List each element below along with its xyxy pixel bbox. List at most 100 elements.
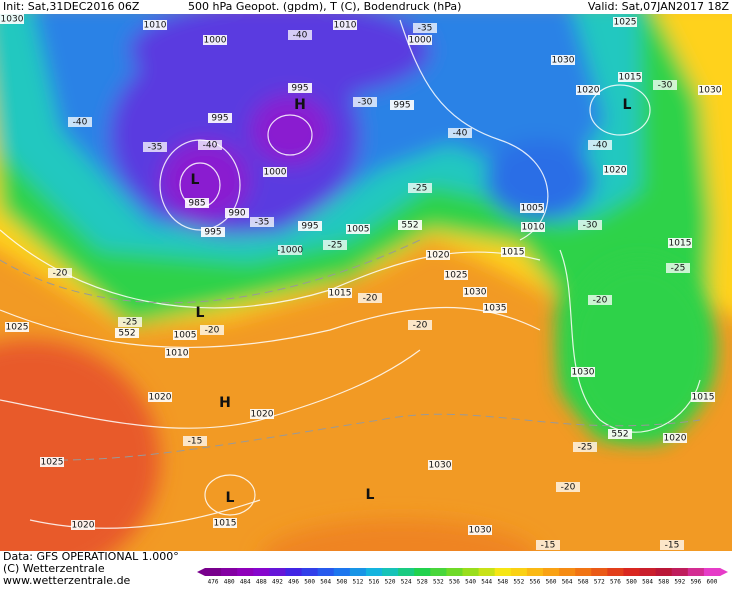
scale-label: 564	[562, 579, 573, 586]
label-box	[573, 442, 597, 452]
scale-swatch	[526, 568, 544, 576]
label-box	[698, 85, 722, 95]
label-box	[536, 540, 560, 550]
scale-swatch	[510, 568, 528, 576]
scale-label: 532	[433, 579, 444, 586]
scale-swatch	[591, 568, 608, 576]
label-box	[288, 30, 312, 40]
isoline-label: 552	[401, 221, 418, 231]
label-box	[520, 203, 544, 213]
label-box	[468, 525, 492, 535]
scale-swatch	[205, 568, 222, 576]
label-box	[576, 85, 600, 95]
scale-label: 500	[304, 579, 315, 586]
scale-label: 592	[674, 579, 685, 586]
label-box	[346, 224, 370, 234]
isoline-label: 1025	[614, 18, 637, 28]
scale-label: 552	[513, 579, 524, 586]
isoline-label: -1000	[277, 246, 303, 256]
isoline-label: 1010	[144, 21, 167, 31]
isoline-label: 1020	[664, 434, 687, 444]
scale-swatch	[430, 568, 447, 576]
label-box	[571, 367, 595, 377]
label-box	[225, 208, 249, 218]
label-box	[68, 117, 92, 127]
isoline-label: 1010	[522, 223, 545, 233]
isoline-label: 1030	[1, 15, 24, 25]
scale-label: 504	[320, 579, 331, 586]
isoline-label: -15	[188, 437, 203, 447]
scale-label: 584	[642, 579, 653, 586]
scale-swatch	[333, 568, 351, 576]
scale-label: 544	[481, 579, 492, 586]
scale-label: 488	[256, 579, 267, 586]
scale-swatch	[655, 568, 673, 576]
isoline-label: 995	[301, 222, 318, 232]
scale-arrow-right	[720, 568, 728, 576]
isoline-label: 1015	[669, 239, 692, 249]
label-box	[668, 238, 692, 248]
isoline-label: 1030	[429, 461, 452, 471]
scale-swatch	[671, 568, 689, 576]
label-box	[203, 35, 227, 45]
data-text: Data: GFS OPERATIONAL 1.000°	[3, 550, 179, 563]
label-box	[48, 268, 72, 278]
isoline-label: -25	[328, 241, 343, 251]
scale-swatch	[462, 568, 480, 576]
scale-label: 572	[594, 579, 605, 586]
label-box	[428, 460, 452, 470]
label-box	[691, 392, 715, 402]
scale-label: 568	[578, 579, 589, 586]
label-box	[143, 20, 167, 30]
label-box	[408, 320, 432, 330]
pressure-center: L	[623, 97, 632, 113]
isoline-label: -30	[358, 98, 373, 108]
scale-swatch	[301, 568, 319, 576]
scale-swatch	[446, 568, 463, 576]
scale-label: 508	[336, 579, 347, 586]
isoline-label: 1025	[41, 458, 64, 468]
scale-label: 588	[658, 579, 669, 586]
scale-swatch	[687, 568, 705, 576]
scale-swatch	[398, 568, 415, 576]
copyright-text: (C) Wetterzentrale	[3, 562, 105, 575]
isoline-label: 1030	[699, 86, 722, 96]
isoline-label: -15	[665, 541, 680, 551]
isoline-label: -40	[203, 141, 218, 151]
scale-swatch	[703, 568, 721, 576]
label-box	[666, 263, 690, 273]
label-box	[250, 409, 274, 419]
label-box	[653, 80, 677, 90]
pressure-center: L	[196, 305, 205, 321]
isoline-label: 1015	[619, 73, 642, 83]
label-box	[208, 113, 232, 123]
pressure-center: L	[226, 490, 235, 506]
isoline-label: 1005	[174, 331, 197, 341]
scale-label: 484	[240, 579, 251, 586]
isoline-label: -20	[561, 483, 576, 493]
isoline-label: 1025	[6, 323, 29, 333]
isoline-label: 1000	[409, 36, 432, 46]
isoline-label: -40	[453, 129, 468, 139]
isoline-label: 1030	[464, 288, 487, 298]
scale-label: 576	[610, 579, 621, 586]
isoline-label: -35	[255, 218, 270, 228]
scale-swatch	[349, 568, 367, 576]
isoline-label: 1010	[166, 349, 189, 359]
title-text: 500 hPa Geopot. (gpdm), T (C), Bodendruc…	[188, 0, 461, 13]
scale-swatch	[623, 568, 641, 576]
scale-swatch	[478, 568, 496, 576]
label-box	[556, 482, 580, 492]
isoline-label: -40	[73, 118, 88, 128]
isoline-label: 985	[188, 199, 205, 209]
scale-swatch	[542, 568, 560, 576]
label-box	[444, 270, 468, 280]
isoline-label: 995	[393, 101, 410, 111]
label-box	[603, 165, 627, 175]
scale-label: 524	[401, 579, 412, 586]
label-box	[323, 240, 347, 250]
label-box	[588, 295, 612, 305]
isoline-label: -25	[413, 184, 428, 194]
label-box	[213, 518, 237, 528]
